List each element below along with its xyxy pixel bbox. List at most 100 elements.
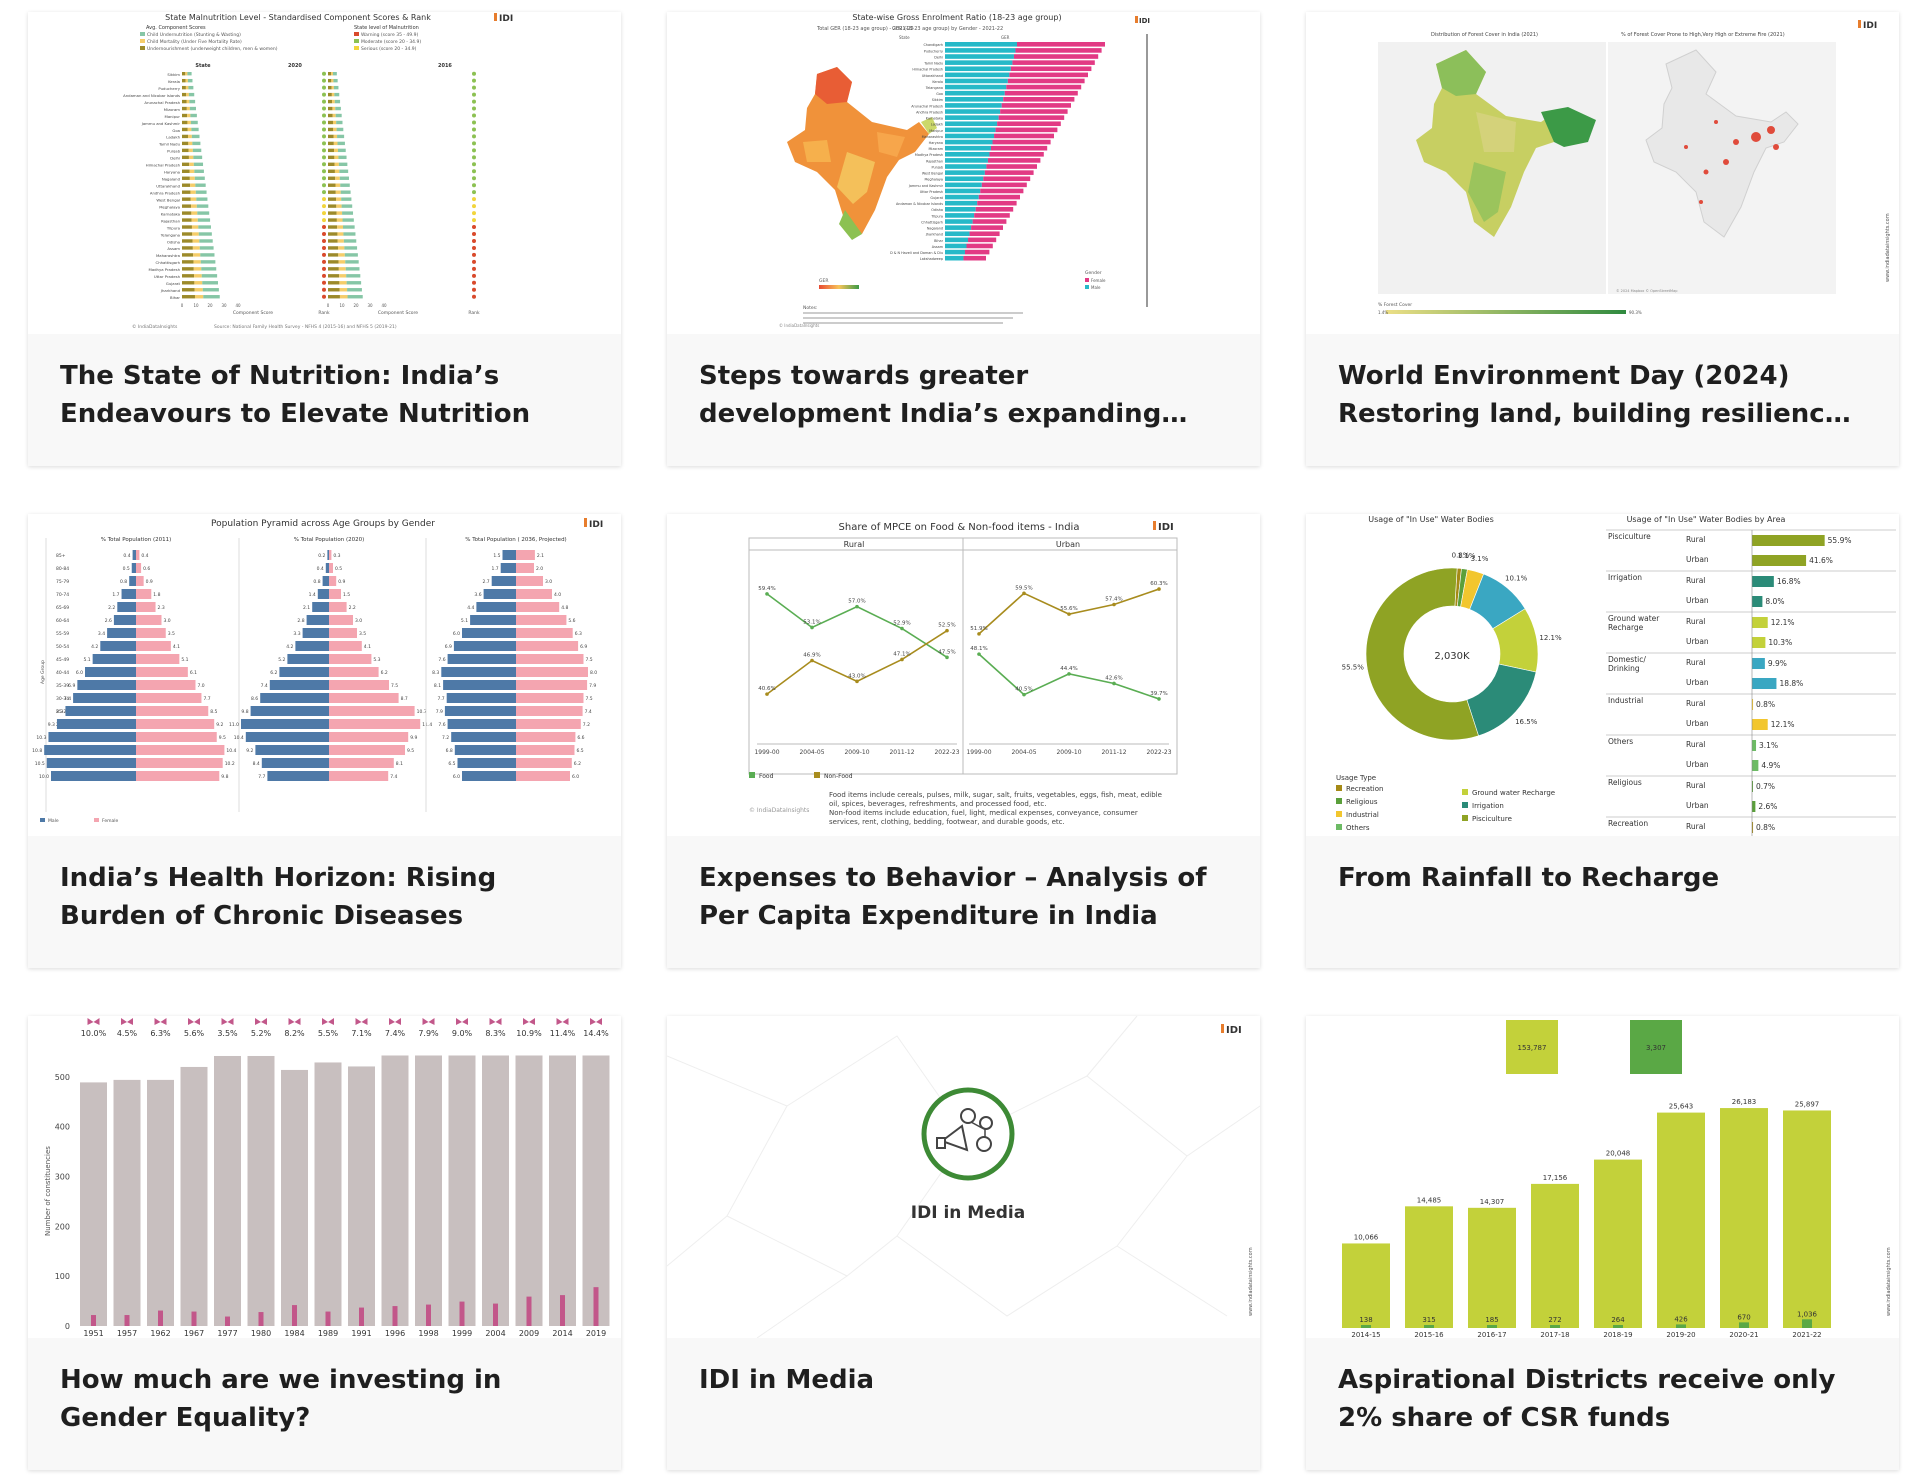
- bar-child-mortality: [187, 113, 191, 118]
- article-title[interactable]: Steps towards greater development India’…: [699, 361, 1162, 429]
- article-thumbnail[interactable]: Usage of "In Use" Water Bodies 0.8% 1.1% 3…: [1306, 514, 1899, 836]
- bar-undernourishment: [182, 204, 192, 208]
- bar-undernourishment: [182, 127, 188, 132]
- water-bodies-donut: 0.8%1.1%3.1% 10.1% 12.1% 16.5% 55.5%: [1342, 551, 1562, 741]
- bar-child-mortality: [190, 190, 196, 194]
- bar-male: [945, 219, 973, 224]
- article-thumbnail[interactable]: IDI Distribution of Forest Cover in Indi…: [1306, 12, 1899, 334]
- value-label: 0.4: [123, 553, 130, 559]
- article-card-rainfall[interactable]: Usage of "In Use" Water Bodies 0.8% 1.1% 3…: [1306, 514, 1899, 968]
- article-card-health-horizon[interactable]: Population Pyramid across Age Groups by …: [28, 514, 621, 968]
- article-card-idi-media[interactable]: IDI IDI in Media www.indiadatainsights.c…: [667, 1016, 1260, 1470]
- article-thumbnail[interactable]: Number of constituencies 0 100 200 300 400 50…: [28, 1016, 621, 1338]
- women-icon: [87, 1018, 100, 1025]
- article-title[interactable]: The State of Nutrition: India’s Endeavou…: [60, 361, 531, 429]
- article-title[interactable]: Expenses to Behavior – Analysis of Per C…: [699, 863, 1207, 931]
- article-thumbnail[interactable]: State-wise Gross Enrolment Ratio (18-23 …: [667, 12, 1260, 334]
- value-label: 9.8: [221, 774, 228, 780]
- state-label: Telangana: [160, 232, 180, 237]
- bar-undernourishment: [328, 162, 335, 167]
- idi-logo: IDI: [1858, 20, 1877, 31]
- article-card-nutrition[interactable]: State Malnutrition Level - Standardised …: [28, 12, 621, 466]
- state-label: Mizoram: [164, 107, 181, 112]
- rank-dot: [472, 238, 476, 243]
- bar-child-undernutrition: [199, 246, 214, 250]
- value-label: 10.7: [417, 709, 427, 715]
- pct-label: 14.4%: [583, 1029, 609, 1038]
- article-thumbnail[interactable]: State Malnutrition Level - Standardised …: [28, 12, 621, 334]
- article-card-csr[interactable]: 153,787 3,307 10,066 138 2014-15 14,485 315 2…: [1306, 1016, 1899, 1470]
- bar-urban: [1752, 760, 1759, 771]
- area-row-label: Religious: [1608, 778, 1642, 787]
- data-point: [855, 604, 859, 609]
- pct-label: 3.5%: [217, 1029, 238, 1038]
- rank-dot: [322, 238, 326, 243]
- panel-title: % Total Population ( 2036, Projected): [465, 537, 566, 543]
- bar-child-mortality: [331, 72, 333, 76]
- bar-child-mortality: [332, 113, 336, 118]
- idi-logo: IDI: [1135, 16, 1150, 25]
- value-label: 7.5: [586, 696, 593, 702]
- bar-women: [359, 1307, 364, 1326]
- article-card-gender-equality[interactable]: Number of constituencies 0 100 200 300 400 50…: [28, 1016, 621, 1470]
- article-thumbnail[interactable]: IDI IDI in Media www.indiadatainsights.c…: [667, 1016, 1260, 1338]
- bar-csr: [1657, 1112, 1705, 1328]
- bar-undernourishment: [328, 141, 334, 146]
- bar-rural: [1752, 781, 1753, 792]
- bar-child-mortality: [337, 239, 344, 243]
- slice-label: 12.1%: [1539, 634, 1562, 642]
- article-card-higher-education[interactable]: State-wise Gross Enrolment Ratio (18-23 …: [667, 12, 1260, 466]
- bar-women: [493, 1303, 498, 1326]
- value-label: 5.6: [568, 618, 575, 624]
- bar-male: [113, 615, 136, 625]
- article-card-environment-day[interactable]: IDI Distribution of Forest Cover in Indi…: [1306, 12, 1899, 466]
- state-label: Uttarakhand: [922, 74, 943, 78]
- urban-label: Urban: [1686, 596, 1709, 605]
- value-label: 6.9: [580, 644, 587, 650]
- article-thumbnail[interactable]: 153,787 3,307 10,066 138 2014-15 14,485 315 2…: [1306, 1016, 1899, 1338]
- bar-child-mortality: [189, 176, 195, 180]
- bar-female: [329, 732, 409, 742]
- data-point: [810, 625, 814, 630]
- x-tick: 1962: [150, 1329, 170, 1338]
- article-thumbnail[interactable]: Share of MPCE on Food & Non-food items -…: [667, 514, 1260, 836]
- bar-undernourishment: [182, 246, 193, 250]
- value-label: 1.8: [153, 592, 160, 598]
- area-row-label: Recreation: [1608, 819, 1649, 828]
- thumb-heading: State Malnutrition Level - Standardised …: [165, 13, 431, 22]
- value-label: 10.4: [226, 748, 236, 754]
- bar-male: [945, 133, 995, 139]
- bar-male: [453, 641, 516, 651]
- value-label: 8.3: [432, 670, 439, 676]
- article-title[interactable]: From Rainfall to Recharge: [1338, 863, 1720, 893]
- bar-women: [124, 1315, 130, 1326]
- state-label: Kerala: [168, 79, 180, 84]
- data-point: [1157, 587, 1161, 591]
- article-title[interactable]: IDI in Media: [699, 1365, 875, 1395]
- value-label: 0.2: [318, 553, 325, 559]
- data-point: [1157, 697, 1161, 701]
- state-label: Jammu and Kashmir: [141, 121, 181, 126]
- urban-label: Urban: [1686, 760, 1709, 769]
- x-tick: 2022-23: [1146, 749, 1171, 756]
- rank-dot: [472, 148, 476, 153]
- bar-total: [582, 1055, 610, 1326]
- bar-male: [476, 602, 516, 612]
- bar-male: [945, 103, 1002, 108]
- rank-dot: [322, 155, 326, 160]
- article-title[interactable]: How much are we investing in Gender Equa…: [60, 1365, 502, 1433]
- map-left-title: Distribution of Forest Cover in India (2…: [1431, 32, 1538, 38]
- rural-label: Rural: [1686, 740, 1705, 749]
- bar-child-mortality: [334, 155, 339, 160]
- value-label: 2.1: [303, 605, 310, 611]
- data-point: [977, 632, 981, 636]
- bar-total: [281, 1069, 308, 1326]
- article-title[interactable]: Aspirational Districts receive only 2% s…: [1338, 1365, 1836, 1433]
- article-title[interactable]: India’s Health Horizon: Rising Burden of…: [60, 863, 497, 931]
- value-label: 0.4: [141, 553, 148, 559]
- article-card-mpce[interactable]: Share of MPCE on Food & Non-food items -…: [667, 514, 1260, 968]
- bar-child-undernutrition: [338, 162, 348, 167]
- article-title[interactable]: World Environment Day (2024) Restoring l…: [1338, 361, 1853, 429]
- article-thumbnail[interactable]: Population Pyramid across Age Groups by …: [28, 514, 621, 836]
- bar-male: [945, 231, 970, 237]
